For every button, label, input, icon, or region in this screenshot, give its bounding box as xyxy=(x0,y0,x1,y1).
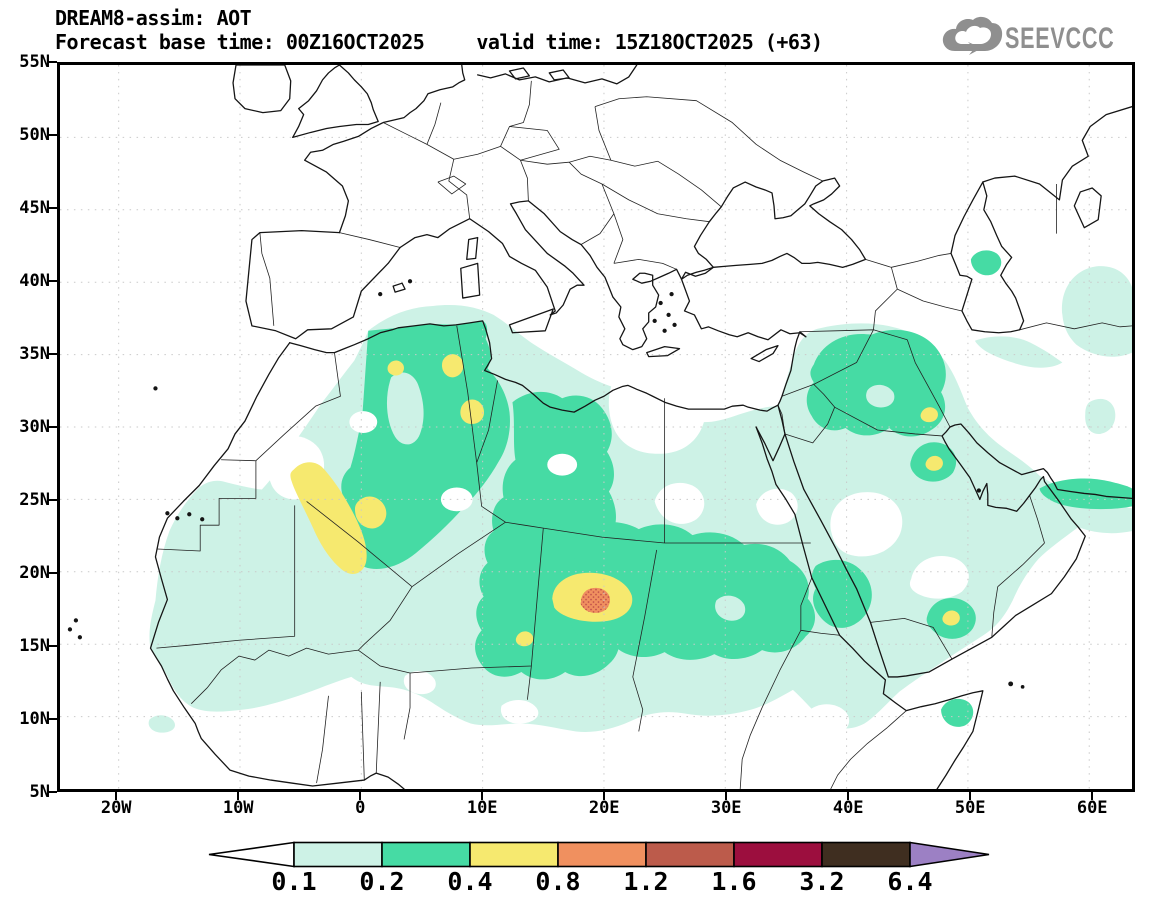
colorbar-segment-3.2 xyxy=(821,841,911,868)
y-axis-label: 20N xyxy=(19,563,50,583)
x-axis-label: 30E xyxy=(710,798,742,818)
x-axis-label: 10W xyxy=(222,798,254,818)
y-axis-tick xyxy=(47,645,57,647)
colorbar xyxy=(200,841,1000,872)
y-axis-tick xyxy=(47,207,57,209)
colorbar-label: 6.4 xyxy=(887,867,933,896)
y-axis-tick xyxy=(47,572,57,574)
x-axis-tick xyxy=(359,792,362,800)
x-axis-tick xyxy=(725,792,728,800)
x-axis-label: 10E xyxy=(466,798,498,818)
colorbar-segment-0.4 xyxy=(469,841,559,868)
y-axis-label: 30N xyxy=(19,417,50,437)
colorbar-segment-1.6 xyxy=(733,841,823,868)
y-axis-tick xyxy=(47,718,57,720)
y-axis-label: 50N xyxy=(19,125,50,145)
x-axis-tick xyxy=(847,792,850,800)
coastlines xyxy=(67,65,1132,789)
y-axis-label: 10N xyxy=(19,709,50,729)
y-axis-label: 40N xyxy=(19,271,50,291)
x-axis-tick xyxy=(969,792,972,800)
x-axis-label: 20W xyxy=(100,798,132,818)
colorbar-label: 0.2 xyxy=(359,867,405,896)
y-axis-tick xyxy=(47,499,57,501)
colorbar-label: 3.2 xyxy=(799,867,845,896)
colorbar-label: 1.6 xyxy=(711,867,757,896)
aot-forecast-map xyxy=(60,65,1132,789)
y-axis-label: 45N xyxy=(19,198,50,218)
aot-shading xyxy=(148,250,1132,735)
y-axis-tick xyxy=(47,61,57,63)
country-borders xyxy=(156,80,1132,789)
x-axis-label: 60E xyxy=(1076,798,1108,818)
colorbar-label: 1.2 xyxy=(623,867,669,896)
colorbar-label: 0.1 xyxy=(271,867,317,896)
x-axis-tick xyxy=(1091,792,1094,800)
colorbar-segment-0.1 xyxy=(293,841,383,868)
colorbar-label: 0.4 xyxy=(447,867,493,896)
x-axis-tick xyxy=(481,792,484,800)
x-axis-tick xyxy=(237,792,240,800)
valid-time: valid time: 15Z18OCT2025 (+63) xyxy=(476,30,823,54)
colorbar-label: 0.8 xyxy=(535,867,581,896)
x-axis-label: 20E xyxy=(588,798,620,818)
y-axis-tick xyxy=(47,280,57,282)
colorbar-segment-0.8 xyxy=(557,841,647,868)
colorbar-above-max-arrow xyxy=(909,841,990,868)
x-axis-label: 40E xyxy=(832,798,864,818)
y-axis-label: 25N xyxy=(19,490,50,510)
cloud-arrow-icon xyxy=(941,14,1005,64)
model-title: DREAM8-assim: AOT xyxy=(55,6,252,30)
x-axis-tick xyxy=(115,792,118,800)
y-axis-label: 35N xyxy=(19,344,50,364)
time-line: Forecast base time: 00Z16OCT2025 valid ti… xyxy=(55,30,823,54)
colorbar-below-min-arrow xyxy=(208,841,295,868)
colorbar-segment-0.2 xyxy=(381,841,471,868)
colorbar-segment-1.2 xyxy=(645,841,735,868)
y-axis-tick xyxy=(47,791,57,793)
y-axis-tick xyxy=(47,134,57,136)
y-axis-label: 5N xyxy=(29,782,50,802)
x-axis-label: 50E xyxy=(954,798,986,818)
forecast-base-time: Forecast base time: 00Z16OCT2025 xyxy=(55,30,425,54)
map-plot-frame xyxy=(57,62,1135,792)
logo-text: SEEVCCC xyxy=(1004,22,1115,55)
y-axis-tick xyxy=(47,353,57,355)
seevccc-logo: SEEVCCC xyxy=(941,14,1157,64)
y-axis-label: 55N xyxy=(19,52,50,72)
x-axis-label: 0 xyxy=(355,798,366,818)
x-axis-tick xyxy=(603,792,606,800)
y-axis-label: 15N xyxy=(19,636,50,656)
y-axis-tick xyxy=(47,426,57,428)
